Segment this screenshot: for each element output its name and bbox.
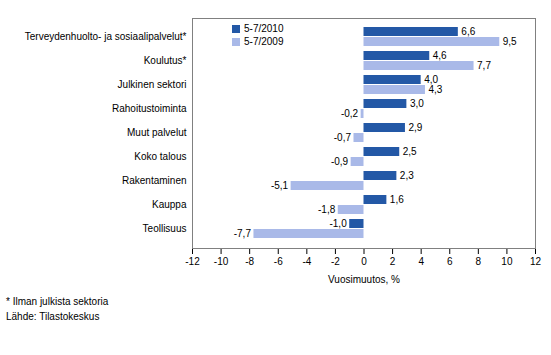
svg-text:6,6: 6,6: [461, 26, 475, 37]
svg-text:-8: -8: [245, 256, 254, 267]
svg-text:-12: -12: [185, 256, 200, 267]
svg-text:-0,7: -0,7: [334, 132, 352, 143]
svg-text:12: 12: [530, 256, 542, 267]
svg-text:4,3: 4,3: [428, 84, 442, 95]
svg-text:8: 8: [476, 256, 482, 267]
svg-text:-1,0: -1,0: [329, 218, 347, 229]
svg-text:6: 6: [447, 256, 453, 267]
svg-text:Julkinen sektori: Julkinen sektori: [118, 79, 187, 90]
svg-text:4,6: 4,6: [433, 50, 447, 61]
svg-text:3,0: 3,0: [410, 98, 424, 109]
html-text:Lähde: Tilastokeskus: Lähde: Tilastokeskus: [6, 311, 100, 322]
svg-text:7,7: 7,7: [477, 60, 491, 71]
svg-text:-0,2: -0,2: [341, 108, 359, 119]
svg-text:-6: -6: [274, 256, 283, 267]
svg-text:Vuosimuutos, %: Vuosimuutos, %: [328, 274, 400, 285]
svg-text:-4: -4: [302, 256, 311, 267]
html-text:5-7/2009: 5-7/2009: [244, 36, 284, 47]
svg-text:-0,9: -0,9: [331, 156, 349, 167]
svg-text:9,5: 9,5: [503, 36, 517, 47]
svg-text:Rahoitustoiminta: Rahoitustoiminta: [112, 103, 187, 114]
svg-text:1,6: 1,6: [390, 194, 404, 205]
svg-text:-5,1: -5,1: [271, 180, 289, 191]
svg-text:Kauppa: Kauppa: [152, 199, 187, 210]
svg-text:2,9: 2,9: [408, 122, 422, 133]
html-text:5-7/2010: 5-7/2010: [244, 23, 284, 34]
svg-text:10: 10: [501, 256, 513, 267]
svg-text:4,0: 4,0: [424, 74, 439, 86]
svg-text:Rakentaminen: Rakentaminen: [122, 175, 186, 186]
html-text:* Ilman julkista sektoria: * Ilman julkista sektoria: [6, 296, 109, 307]
svg-text:-2: -2: [331, 256, 340, 267]
svg-text:2,5: 2,5: [403, 146, 417, 157]
svg-text:Koulutus*: Koulutus*: [144, 55, 187, 66]
svg-text:4: 4: [418, 256, 424, 267]
svg-text:-7,7: -7,7: [234, 228, 252, 239]
svg-text:-10: -10: [214, 256, 229, 267]
svg-text:Muut palvelut: Muut palvelut: [127, 127, 187, 138]
svg-text:2,3: 2,3: [400, 170, 414, 181]
svg-text:2: 2: [390, 256, 396, 267]
svg-text:Koko talous: Koko talous: [134, 151, 186, 162]
svg-text:0: 0: [361, 256, 367, 267]
svg-text:-1,8: -1,8: [318, 204, 336, 215]
svg-text:Terveydenhuolto- ja sosiaalipa: Terveydenhuolto- ja sosiaalipalvelut*: [25, 31, 187, 42]
svg-text:Teollisuus: Teollisuus: [143, 223, 187, 234]
